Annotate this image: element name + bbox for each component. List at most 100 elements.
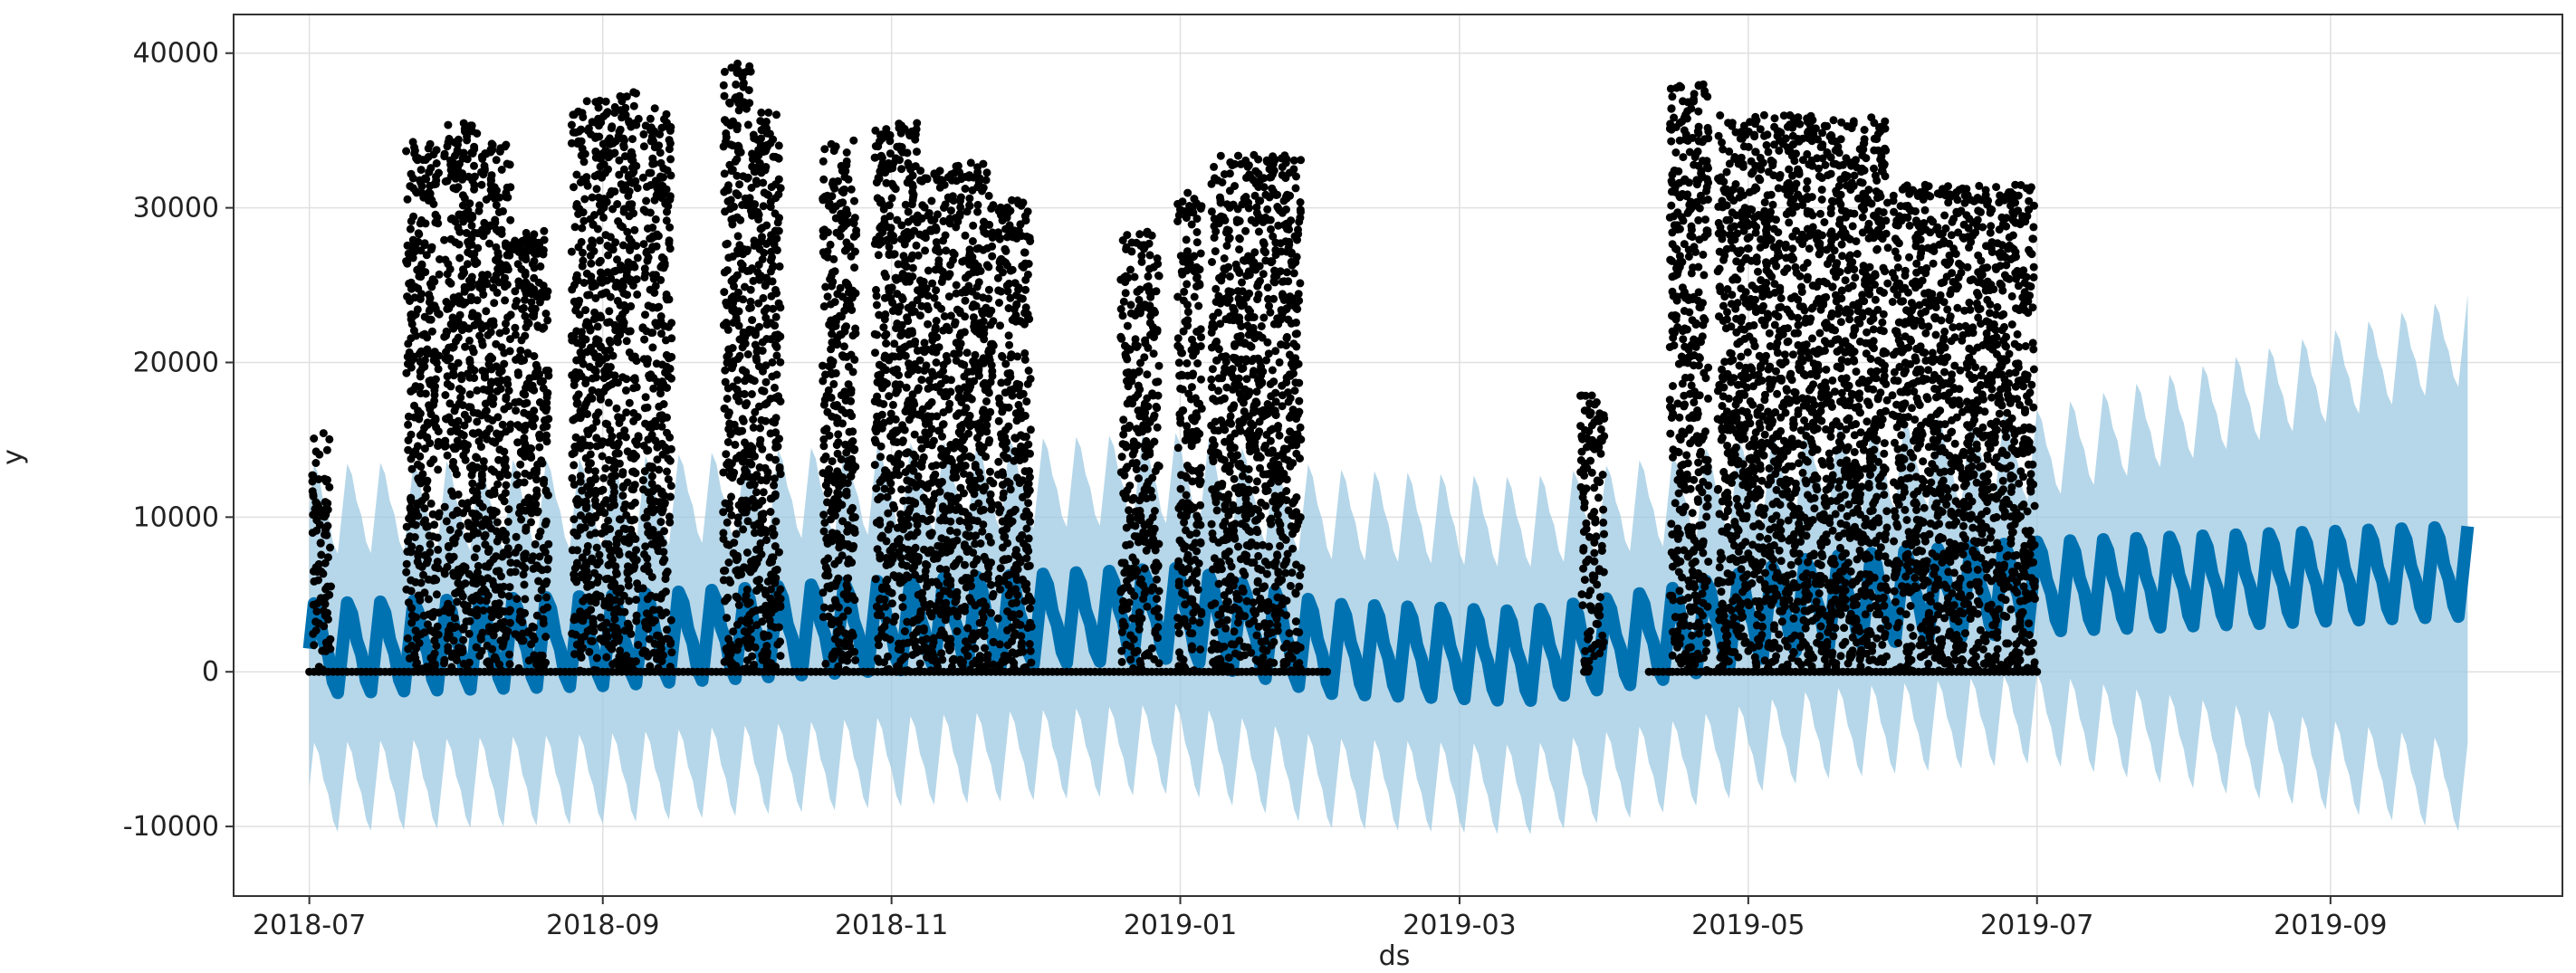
observed-point <box>497 572 505 581</box>
observed-point <box>908 651 917 660</box>
observed-point <box>449 636 458 645</box>
observed-point <box>879 323 888 332</box>
observed-point <box>935 487 944 496</box>
observed-point <box>627 525 636 534</box>
observed-point <box>847 396 856 405</box>
observed-point <box>518 305 527 313</box>
observed-point <box>768 277 777 286</box>
observed-point <box>769 135 778 144</box>
observed-point <box>596 395 605 404</box>
observed-point <box>451 464 459 473</box>
observed-point <box>847 185 856 194</box>
observed-point <box>987 580 995 589</box>
observed-point <box>528 622 537 631</box>
observed-point <box>474 311 482 320</box>
observed-point <box>625 623 634 632</box>
observed-point <box>930 293 939 302</box>
observed-point <box>767 608 776 617</box>
observed-point <box>458 592 467 601</box>
observed-point <box>308 477 317 486</box>
observed-point <box>643 355 652 364</box>
observed-point <box>474 561 483 570</box>
observed-point <box>603 633 612 642</box>
observed-point <box>408 174 417 183</box>
observed-point <box>633 253 642 262</box>
observed-point <box>629 101 638 110</box>
observed-point <box>934 343 943 352</box>
observed-point <box>322 445 331 454</box>
observed-point <box>942 246 951 255</box>
observed-point <box>579 248 587 257</box>
observed-point <box>613 200 622 208</box>
observed-point <box>984 191 993 200</box>
observed-point <box>659 173 667 182</box>
observed-point <box>747 390 756 398</box>
observed-point <box>518 561 527 570</box>
observed-point <box>511 287 520 296</box>
observed-point <box>911 498 920 507</box>
observed-point <box>645 168 654 177</box>
observed-point <box>454 572 463 581</box>
observed-point <box>984 294 993 303</box>
observed-point <box>647 472 656 481</box>
observed-point <box>541 416 549 424</box>
observed-point <box>473 606 482 615</box>
observed-point <box>965 194 974 203</box>
observed-point <box>828 358 838 367</box>
observed-point <box>974 278 983 287</box>
observed-point <box>666 244 675 253</box>
observed-point <box>420 356 429 365</box>
observed-point <box>886 137 895 146</box>
observed-point <box>850 647 859 656</box>
observed-point <box>842 205 851 215</box>
observed-point <box>666 126 675 135</box>
observed-point <box>450 138 459 147</box>
observed-point <box>505 660 514 669</box>
observed-point <box>504 505 513 514</box>
observed-point <box>613 338 622 347</box>
observed-point <box>733 59 742 68</box>
observed-point <box>849 541 858 550</box>
observed-point <box>435 351 444 360</box>
observed-point <box>464 403 474 412</box>
observed-point <box>839 342 848 351</box>
observed-point <box>474 511 484 520</box>
observed-point <box>774 175 783 184</box>
observed-point <box>543 565 551 574</box>
observed-point <box>939 629 948 638</box>
observed-point <box>756 424 764 433</box>
observed-point <box>496 385 505 394</box>
observed-point <box>461 579 470 588</box>
uncertainty-interval <box>309 294 2468 835</box>
observed-point <box>632 89 640 98</box>
forecast-line <box>302 520 2475 707</box>
observed-point <box>594 573 603 582</box>
observed-point <box>976 473 985 482</box>
observed-point <box>719 535 728 543</box>
observed-point <box>621 103 630 112</box>
observed-point <box>734 307 743 316</box>
observed-point <box>501 489 510 498</box>
observed-point <box>946 576 955 585</box>
observed-point <box>965 202 974 211</box>
observed-point <box>626 327 635 336</box>
observed-point <box>632 596 640 605</box>
observed-point <box>896 553 905 562</box>
observed-point <box>656 312 666 320</box>
observed-point <box>759 510 768 519</box>
observed-point <box>834 497 842 506</box>
observed-point <box>764 191 773 199</box>
observed-point <box>741 339 750 348</box>
observed-point <box>939 236 948 245</box>
observed-point <box>979 159 988 168</box>
observed-point <box>534 245 543 254</box>
observed-point <box>579 279 589 287</box>
observed-point <box>424 522 433 530</box>
observed-point <box>543 603 551 612</box>
observed-point <box>418 470 427 479</box>
observed-point <box>728 344 737 352</box>
observed-point <box>952 281 961 290</box>
observed-point <box>880 218 889 227</box>
observed-point <box>823 228 832 237</box>
observed-point <box>473 453 482 463</box>
